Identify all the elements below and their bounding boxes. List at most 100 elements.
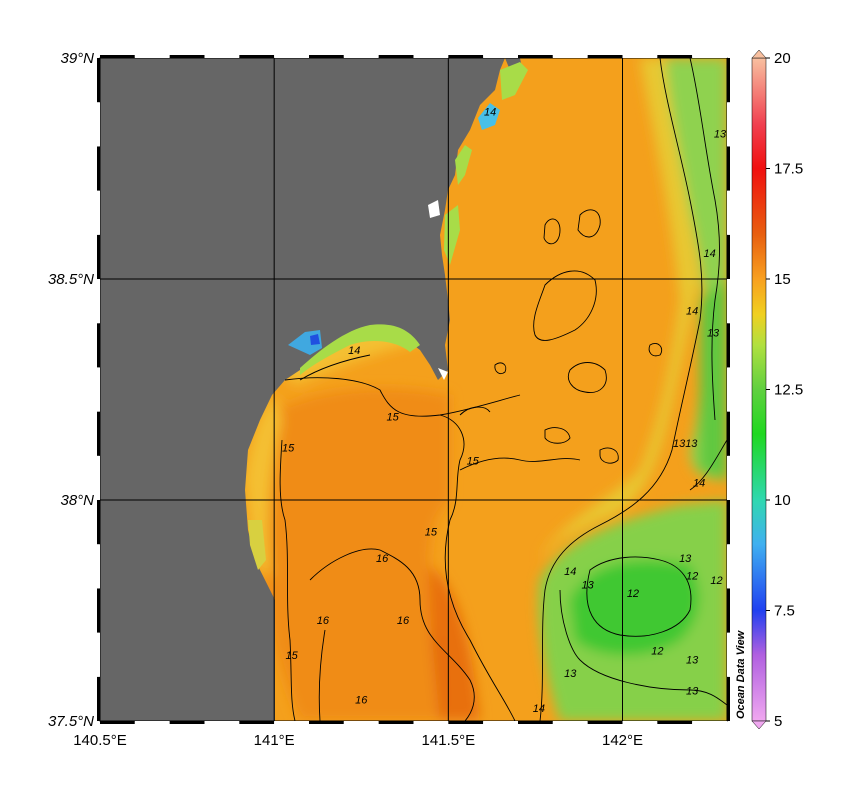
frame-band [727, 146, 730, 191]
frame-band [169, 55, 205, 58]
contour-label: 12 [651, 646, 663, 658]
colorbar-top-arrow [751, 49, 767, 59]
frame-band [622, 721, 658, 724]
colorbar-tick-label: 17.5 [774, 161, 803, 178]
frame-band [134, 721, 170, 724]
contour-label: 13 [679, 553, 692, 565]
axis-labels: 140.5°E 141°E 141.5°E 142°E 39°N 38.5°N 38°N 37… [48, 50, 643, 749]
frame-band [100, 55, 135, 58]
frame-band [727, 58, 730, 103]
contour-label: 13 [714, 129, 727, 141]
frame-band [727, 102, 730, 147]
colorbar-tick-label: 10 [774, 492, 791, 509]
frame-band [518, 721, 553, 724]
frame-band [343, 721, 379, 724]
frame-band [483, 721, 518, 724]
frame-band [204, 721, 240, 724]
frame-band [239, 55, 275, 58]
contour-label: 14 [703, 248, 715, 260]
frame-band [413, 55, 449, 58]
contour-label: 14 [348, 345, 360, 357]
contour-label: 15 [467, 456, 480, 468]
frame-band [727, 544, 730, 589]
contour-label: 15 [282, 442, 295, 454]
contour-label: 16 [355, 694, 368, 706]
frame-band [727, 588, 730, 633]
frame-band [657, 55, 693, 58]
frame-band [483, 55, 518, 58]
colorbar-tick-label: 12.5 [774, 382, 803, 399]
contour-label: 14 [564, 566, 576, 578]
contour-label: 12 [627, 588, 639, 600]
watermark: Ocean Data View [735, 629, 747, 719]
colorbar-tick-labels: 20 17.5 15 12.5 10 7.5 5 [766, 50, 803, 730]
contour-label: 16 [397, 615, 410, 627]
lat-tick-label: 38°N [60, 492, 94, 509]
lon-tick-label: 142°E [602, 732, 643, 749]
frame-band [169, 721, 205, 724]
colorbar-tick-label: 7.5 [774, 603, 795, 620]
frame-band [378, 55, 414, 58]
colorbar-bottom-arrow [751, 720, 767, 730]
frame-band [97, 323, 100, 368]
contour-label: 12 [710, 575, 722, 587]
frame-band [587, 55, 623, 58]
frame-tick-marks [97, 55, 730, 724]
frame-band [274, 55, 309, 58]
colorbar-gradient [751, 57, 767, 722]
frame-band [97, 676, 100, 721]
colorbar-tick-label: 20 [774, 50, 791, 67]
frame-band [657, 721, 693, 724]
frame-band [97, 367, 100, 412]
contour-label: 16 [317, 615, 330, 627]
lon-tick-label: 141°E [254, 732, 295, 749]
contour-label: 13 [686, 655, 699, 667]
frame-band [309, 721, 344, 724]
frame-band [448, 55, 484, 58]
frame-band [97, 190, 100, 235]
contour-label: 14 [693, 478, 705, 490]
frame-band [97, 455, 100, 500]
frame-band [97, 58, 100, 103]
contour-label: 1313 [673, 438, 698, 450]
frame-band [727, 455, 730, 500]
frame-band [97, 544, 100, 589]
frame-band [727, 367, 730, 412]
frame-band [134, 55, 170, 58]
frame-band [692, 55, 727, 58]
frame-band [727, 279, 730, 324]
contour-label: 15 [285, 650, 298, 662]
frame-band [727, 190, 730, 235]
lon-tick-label: 140.5°E [73, 732, 127, 749]
frame-band [692, 721, 727, 724]
frame-band [727, 500, 730, 545]
lat-tick-label: 39°N [60, 50, 94, 67]
frame-band [97, 102, 100, 147]
frame-band [97, 632, 100, 677]
frame-band [622, 55, 658, 58]
frame-band [97, 146, 100, 191]
contour-label: 12 [686, 571, 698, 583]
contour-label: 14 [484, 106, 496, 118]
contour-label: 13 [707, 327, 720, 339]
frame-band [97, 234, 100, 279]
frame-band [727, 676, 730, 721]
frame-band [727, 323, 730, 368]
frame-band [518, 55, 553, 58]
contour-label: 13 [564, 668, 577, 680]
frame-band [100, 721, 135, 724]
isotherm-lines [279, 58, 727, 721]
contour-label: 13 [582, 579, 595, 591]
frame-band [552, 721, 588, 724]
frame-band [587, 721, 623, 724]
frame-band [727, 234, 730, 279]
frame-band [239, 721, 275, 724]
frame-band [97, 411, 100, 456]
frame-band [97, 588, 100, 633]
frame-band [727, 632, 730, 677]
contour-label: 13 [686, 685, 699, 697]
graticule [100, 58, 727, 721]
contour-label: 15 [425, 526, 438, 538]
